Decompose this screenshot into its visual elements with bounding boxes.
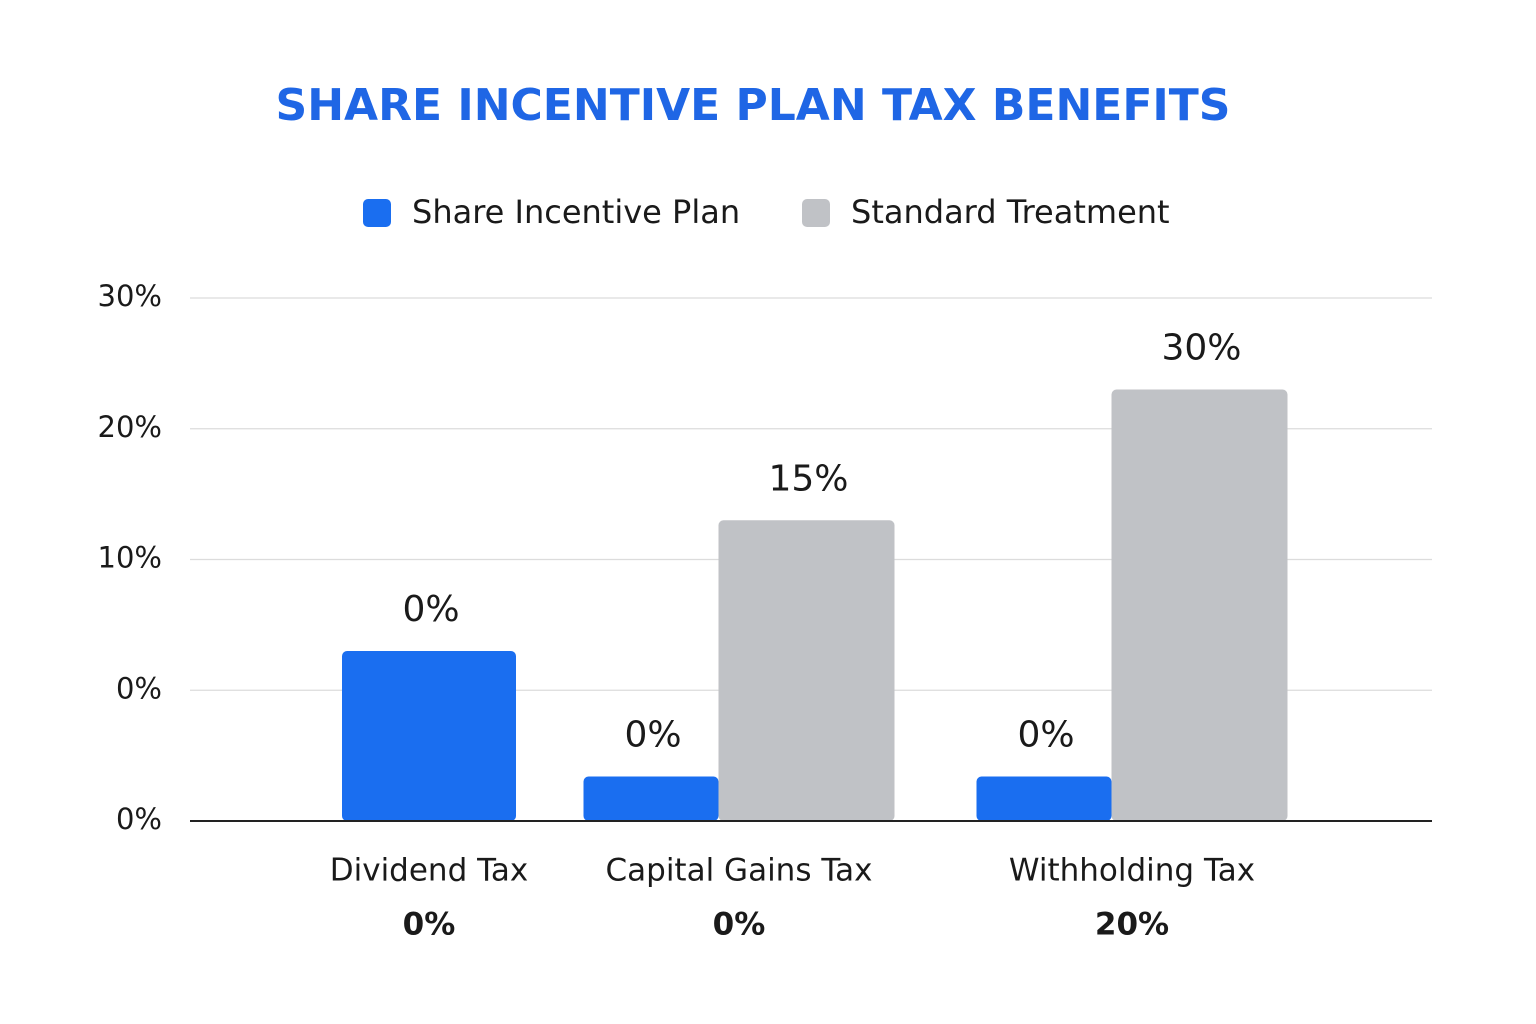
bar-label: 0% xyxy=(1017,715,1074,756)
y-tick-label: 0% xyxy=(116,802,162,836)
bar xyxy=(718,520,895,821)
x-tick-label: Dividend Tax xyxy=(330,853,529,889)
y-tick-label: 10% xyxy=(98,541,162,575)
category-value: 0% xyxy=(713,907,766,943)
legend-swatch xyxy=(802,199,830,227)
x-tick-label: Capital Gains Tax xyxy=(606,853,873,889)
bar xyxy=(342,651,516,821)
chart-title: SHARE INCENTIVE PLAN TAX BENEFITS xyxy=(276,80,1231,131)
category-value: 20% xyxy=(1095,907,1169,943)
legend-label: Share Incentive Plan xyxy=(412,193,740,231)
category-value: 0% xyxy=(403,907,456,943)
x-tick-label: Withholding Tax xyxy=(1009,853,1255,889)
bar-label: 15% xyxy=(768,458,848,499)
bar xyxy=(976,776,1112,821)
bar xyxy=(1111,389,1288,821)
bar xyxy=(583,776,719,821)
legend-label: Standard Treatment xyxy=(851,193,1170,231)
y-tick-label: 0% xyxy=(116,671,162,705)
y-tick-label: 30% xyxy=(98,279,162,313)
bar-label: 0% xyxy=(624,715,681,756)
bar-label: 0% xyxy=(402,589,459,630)
y-tick-label: 20% xyxy=(98,410,162,444)
legend-swatch xyxy=(363,199,391,227)
bar-label: 30% xyxy=(1161,328,1241,369)
